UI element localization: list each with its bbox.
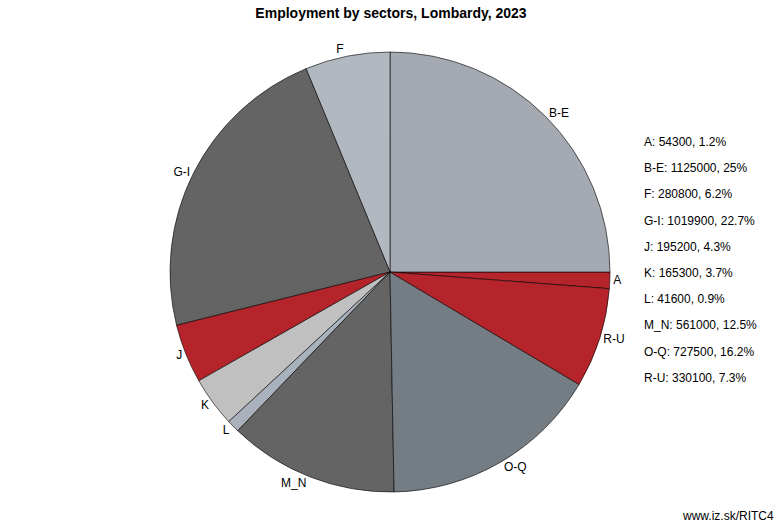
svg-text:M_N: M_N bbox=[281, 476, 306, 490]
svg-text:A: 54300, 1.2%: A: 54300, 1.2% bbox=[644, 135, 726, 149]
svg-text:K: 165300, 3.7%: K: 165300, 3.7% bbox=[644, 266, 733, 280]
svg-text:O-Q: 727500, 16.2%: O-Q: 727500, 16.2% bbox=[644, 345, 754, 359]
svg-text:G-I: G-I bbox=[173, 165, 190, 179]
svg-text:K: K bbox=[201, 398, 209, 412]
svg-text:J: J bbox=[176, 348, 182, 362]
svg-text:L: L bbox=[223, 423, 230, 437]
svg-text:A: A bbox=[613, 273, 621, 287]
svg-text:B-E: B-E bbox=[549, 106, 569, 120]
svg-text:L: 41600, 0.9%: L: 41600, 0.9% bbox=[644, 292, 725, 306]
svg-text:O-Q: O-Q bbox=[504, 460, 527, 474]
svg-text:www.iz.sk/RITC4: www.iz.sk/RITC4 bbox=[682, 509, 774, 523]
svg-text:Employment by sectors, Lombard: Employment by sectors, Lombardy, 2023 bbox=[255, 5, 526, 21]
svg-text:R-U: R-U bbox=[603, 332, 624, 346]
svg-text:J: 195200, 4.3%: J: 195200, 4.3% bbox=[644, 240, 731, 254]
svg-text:M_N: 561000, 12.5%: M_N: 561000, 12.5% bbox=[644, 318, 757, 332]
svg-text:G-I: 1019900, 22.7%: G-I: 1019900, 22.7% bbox=[644, 214, 755, 228]
svg-text:F: F bbox=[336, 42, 343, 56]
svg-text:F: 280800, 6.2%: F: 280800, 6.2% bbox=[644, 187, 732, 201]
svg-text:R-U: 330100, 7.3%: R-U: 330100, 7.3% bbox=[644, 371, 746, 385]
svg-text:B-E: 1125000, 25%: B-E: 1125000, 25% bbox=[644, 161, 748, 175]
